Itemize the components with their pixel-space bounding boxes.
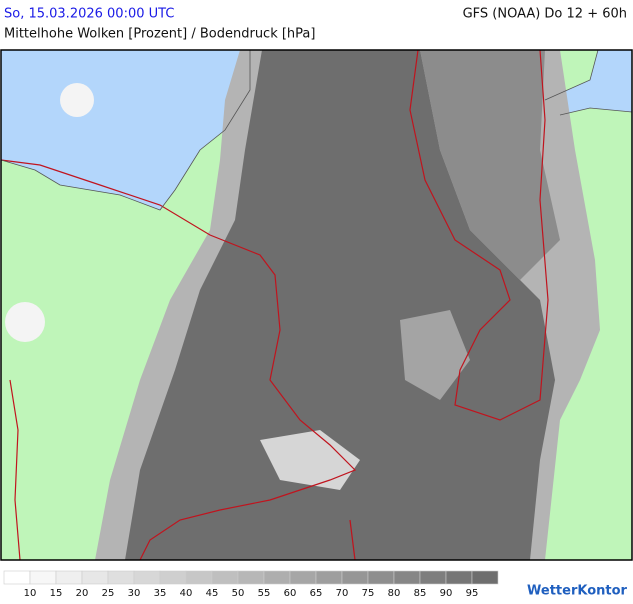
legend-swatch	[263, 570, 291, 585]
legend-swatch	[315, 570, 343, 585]
legend-swatch	[289, 570, 317, 585]
cloud-patch	[5, 302, 45, 342]
legend-label: 75	[362, 588, 375, 599]
legend: 10 15 20 25 30 35 40 45 50 55 60 65 70 75 80 85 90 95	[3, 570, 499, 599]
legend-label: 20	[76, 588, 89, 599]
cloud-thin	[400, 310, 470, 400]
legend-swatch	[133, 570, 161, 585]
legend-label: 45	[206, 588, 219, 599]
model-run: GFS (NOAA) Do 12 + 60h	[463, 7, 627, 22]
legend-swatch	[185, 570, 213, 585]
legend-label: 60	[284, 588, 297, 599]
legend-swatch	[419, 570, 447, 585]
map-title: Mittelhohe Wolken [Prozent] / Bodendruck…	[4, 27, 315, 42]
legend-swatch	[29, 570, 57, 585]
legend-label: 35	[154, 588, 167, 599]
legend-label: 15	[50, 588, 63, 599]
legend-swatch	[81, 570, 109, 585]
map-frame	[0, 49, 633, 561]
legend-label: 50	[232, 588, 245, 599]
legend-swatch	[341, 570, 369, 585]
datetime: So, 15.03.2026 00:00 UTC	[4, 7, 174, 22]
logo: WetterKontor	[527, 584, 628, 599]
legend-label: 65	[310, 588, 323, 599]
legend-label: 25	[102, 588, 115, 599]
legend-swatch	[445, 570, 473, 585]
legend-label: 85	[414, 588, 427, 599]
cloud-mid	[420, 50, 560, 280]
legend-label: 80	[388, 588, 401, 599]
legend-label: 55	[258, 588, 271, 599]
legend-swatch	[3, 570, 31, 585]
legend-swatch	[55, 570, 83, 585]
legend-swatch	[393, 570, 421, 585]
legend-label: 90	[440, 588, 453, 599]
legend-swatch	[159, 570, 187, 585]
cloud-thin	[260, 430, 360, 490]
legend-swatch	[367, 570, 395, 585]
coastlines	[1, 50, 632, 211]
legend-label: 70	[336, 588, 349, 599]
legend-swatch	[471, 570, 499, 585]
legend-label: 40	[180, 588, 193, 599]
borders	[1, 50, 549, 560]
legend-label: 10	[24, 588, 37, 599]
cloud-core	[125, 50, 555, 560]
map	[0, 49, 633, 561]
legend-swatch	[237, 570, 265, 585]
legend-label: 95	[466, 588, 479, 599]
cloud-patch	[60, 83, 94, 117]
legend-label: 30	[128, 588, 141, 599]
legend-swatch	[211, 570, 239, 585]
legend-swatch	[107, 570, 135, 585]
